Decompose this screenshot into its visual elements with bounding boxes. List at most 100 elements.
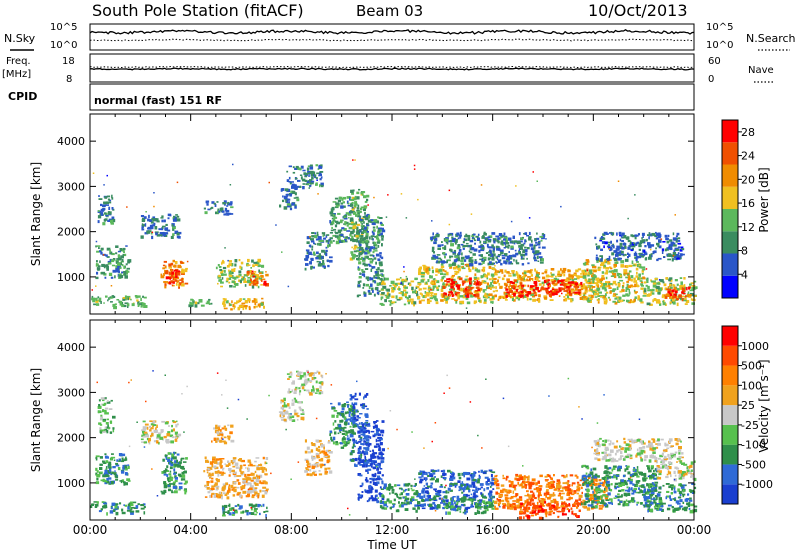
range-cell xyxy=(513,293,515,297)
range-cell xyxy=(337,213,340,215)
range-cell xyxy=(616,232,618,235)
range-cell xyxy=(596,255,598,257)
range-cell xyxy=(676,241,678,243)
range-cell xyxy=(217,438,219,441)
range-cell xyxy=(633,286,636,288)
range-cell xyxy=(476,293,480,297)
range-cell xyxy=(161,220,163,223)
range-cell xyxy=(441,289,444,292)
range-cell xyxy=(356,230,359,233)
range-cell xyxy=(673,285,676,287)
range-cell xyxy=(412,507,415,510)
freq-unit: [MHz] xyxy=(2,69,31,80)
range-cell xyxy=(376,274,378,276)
range-cell xyxy=(603,267,605,269)
range-cell xyxy=(344,403,346,405)
range-cell xyxy=(256,467,260,470)
range-cell xyxy=(486,241,488,243)
range-cell xyxy=(354,226,356,229)
range-cell xyxy=(317,463,319,465)
range-cell xyxy=(605,272,609,274)
range-cell xyxy=(667,247,669,250)
range-cell xyxy=(168,425,170,427)
range-cell xyxy=(318,240,321,242)
range-cell xyxy=(478,250,480,253)
range-cell xyxy=(315,392,318,394)
range-cell xyxy=(381,292,385,295)
range-cell xyxy=(643,250,645,253)
range-cell xyxy=(575,282,579,285)
range-cell xyxy=(110,421,112,424)
range-cell xyxy=(462,280,466,283)
range-cell xyxy=(99,464,103,466)
range-cell xyxy=(105,397,107,399)
freq-trace xyxy=(90,68,694,70)
range-cell xyxy=(587,275,589,277)
range-cell xyxy=(639,298,642,302)
range-cell xyxy=(443,286,445,289)
range-cell xyxy=(381,238,383,241)
range-cell xyxy=(260,284,263,286)
range-cell xyxy=(394,485,396,487)
range-cell xyxy=(316,177,318,179)
range-cell xyxy=(514,280,517,282)
range-cell xyxy=(469,269,472,272)
range-cell xyxy=(386,289,390,292)
range-cell xyxy=(487,273,490,276)
range-cell xyxy=(489,293,492,296)
range-cell xyxy=(92,289,94,291)
range-cell xyxy=(526,258,528,260)
range-cell xyxy=(371,269,373,272)
range-cell xyxy=(548,283,550,285)
range-cell xyxy=(378,245,380,248)
range-cell xyxy=(253,477,256,480)
range-cell xyxy=(388,293,390,295)
range-cell xyxy=(354,205,357,208)
range-cell xyxy=(353,444,355,447)
range-cell xyxy=(305,451,308,454)
range-cell xyxy=(372,259,374,261)
range-cell xyxy=(368,264,370,266)
range-cell xyxy=(287,391,289,394)
range-cell xyxy=(333,214,335,217)
range-cell xyxy=(484,299,487,302)
range-cell xyxy=(379,493,382,495)
range-cell xyxy=(353,404,355,407)
range-cell xyxy=(529,244,533,247)
range-cell xyxy=(491,274,495,277)
colorbar-tick-label: 8 xyxy=(741,245,748,258)
range-cell xyxy=(321,185,324,187)
range-cell xyxy=(230,485,233,488)
range-cell xyxy=(511,263,513,265)
range-cell xyxy=(379,465,381,468)
range-cell xyxy=(650,249,652,251)
range-cell xyxy=(432,266,434,269)
range-cell xyxy=(260,303,263,306)
range-cell xyxy=(461,257,465,260)
range-cell xyxy=(521,238,524,240)
range-cell xyxy=(203,470,205,472)
range-cell xyxy=(673,301,676,304)
range-cell xyxy=(341,420,343,422)
colorbar-tick-label: 20 xyxy=(741,173,755,186)
range-cell xyxy=(222,261,225,264)
range-cell xyxy=(118,467,121,470)
range-cell xyxy=(174,270,178,272)
range-cell xyxy=(291,203,295,206)
range-cell xyxy=(478,234,480,236)
range-cell xyxy=(356,419,359,422)
range-cell xyxy=(217,283,219,285)
y-tick-label: 4000 xyxy=(57,135,85,148)
range-cell xyxy=(207,483,210,486)
range-cell xyxy=(387,498,390,501)
range-cell xyxy=(390,486,393,489)
range-cell xyxy=(111,457,114,459)
range-cell xyxy=(331,230,334,232)
range-cell xyxy=(652,299,654,302)
range-cell xyxy=(163,490,166,493)
range-cell xyxy=(222,515,226,517)
range-cell xyxy=(104,196,107,199)
range-cell xyxy=(247,474,251,476)
range-cell xyxy=(237,504,239,507)
range-cell xyxy=(360,219,362,221)
